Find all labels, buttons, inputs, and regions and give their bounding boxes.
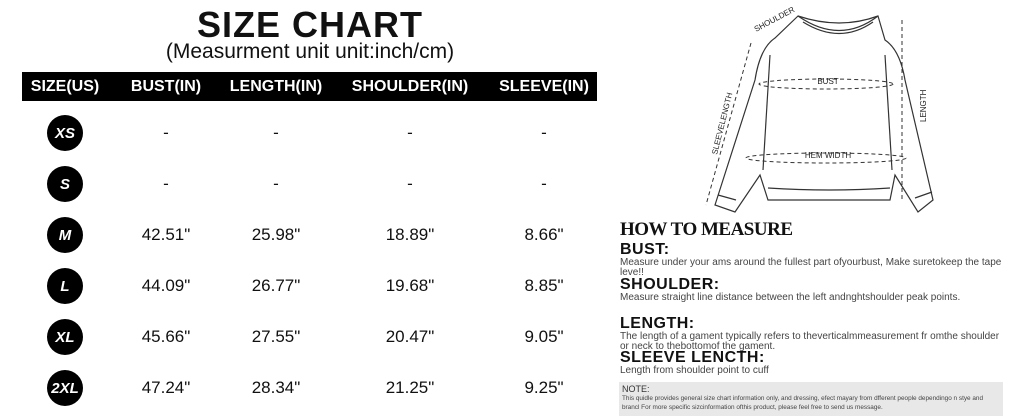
table-row: 2XL 47.24" 28.34" 21.25" 9.25" (22, 368, 597, 408)
header-bust: BUST(IN) (130, 78, 202, 95)
table-row: L 44.09" 26.77" 19.68" 8.85" (22, 266, 597, 306)
sleeve-value: 8.85" (524, 276, 564, 295)
bust-value: - (163, 123, 169, 142)
section-heading: LENGTH: (620, 315, 695, 332)
unit-subtitle: (Measurment unit unit:inch/cm) (165, 40, 455, 63)
note-box: NOTE: This quidle provides general size … (619, 382, 1003, 416)
sleeve-value: - (541, 123, 547, 142)
size-badge: S (47, 166, 83, 202)
section-text: Length from shoulder point to cuff (620, 365, 769, 376)
sleeve-value: - (541, 174, 547, 193)
size-badge: XL (47, 319, 83, 355)
bust-value: 45.66" (141, 327, 191, 346)
section-text: The length of a gament typically refers … (620, 331, 1000, 352)
label-hem-width: HEM WIDTH (805, 151, 851, 160)
sleeve-value: 9.25" (524, 378, 564, 397)
size-badge: XS (47, 115, 83, 151)
shoulder-value: - (407, 123, 413, 142)
section-text: Measure under your ams around the fulles… (620, 257, 1002, 278)
header-sleeve: SLEEVE(IN) (499, 78, 589, 95)
header-shoulder: SHOULDER(IN) (351, 78, 469, 95)
length-value: 27.55" (251, 327, 301, 346)
table-row: XS - - - - (22, 113, 597, 153)
sleeve-value: 9.05" (524, 327, 564, 346)
shoulder-value: - (407, 174, 413, 193)
label-shoulder: SHOULDER (753, 5, 797, 34)
header-size: SIZE(US) (30, 78, 100, 95)
bust-value: 47.24" (141, 378, 191, 397)
sweater-diagram: BUST HEM WIDTH SHOULDER SLEEVELENGTH LEN… (705, 5, 934, 213)
shoulder-value: 18.89" (385, 225, 435, 244)
sleeve-value: 8.66" (524, 225, 564, 244)
table-row: S - - - - (22, 164, 597, 204)
label-bust: BUST (817, 77, 838, 86)
section-heading: BUST: (620, 241, 670, 258)
page-title: SIZE CHART (197, 4, 423, 45)
table-row: XL 45.66" 27.55" 20.47" 9.05" (22, 317, 597, 357)
measure-section: SHOULDER: Measure straight line distance … (620, 277, 1005, 303)
measure-section: SLEEVE LENCTH: Length from shoulder point… (620, 350, 1005, 376)
table-row: M 42.51" 25.98" 18.89" 8.66" (22, 215, 597, 255)
note-text: This quidle provides general size chart … (622, 395, 984, 411)
header-length: LENGTH(IN) (229, 78, 323, 95)
bust-value: 44.09" (141, 276, 191, 295)
measure-section: BUST: Measure under your ams around the f… (620, 242, 1005, 278)
length-value: - (273, 174, 279, 193)
note-title: NOTE: (622, 384, 650, 394)
measure-section: LENGTH: The length of a gament typically … (620, 316, 1005, 352)
shoulder-value: 19.68" (385, 276, 435, 295)
size-badge: 2XL (47, 370, 83, 406)
section-text: Measure straight line distance between t… (620, 292, 961, 303)
size-badge: L (47, 268, 83, 304)
shoulder-value: 20.47" (385, 327, 435, 346)
length-value: 26.77" (251, 276, 301, 295)
length-value: 25.98" (251, 225, 301, 244)
section-heading: SLEEVE LENCTH: (620, 349, 765, 366)
bust-value: 42.51" (141, 225, 191, 244)
section-heading: SHOULDER: (620, 276, 720, 293)
bust-value: - (163, 174, 169, 193)
label-length: LENGTH (919, 89, 928, 122)
table-header: SIZE(US) BUST(IN) LENGTH(IN) SHOULDER(IN… (22, 72, 597, 101)
length-value: - (273, 123, 279, 142)
size-badge: M (47, 217, 83, 253)
how-to-measure-title: HOW TO MEASURE (620, 219, 793, 240)
length-value: 28.34" (251, 378, 301, 397)
shoulder-value: 21.25" (385, 378, 435, 397)
